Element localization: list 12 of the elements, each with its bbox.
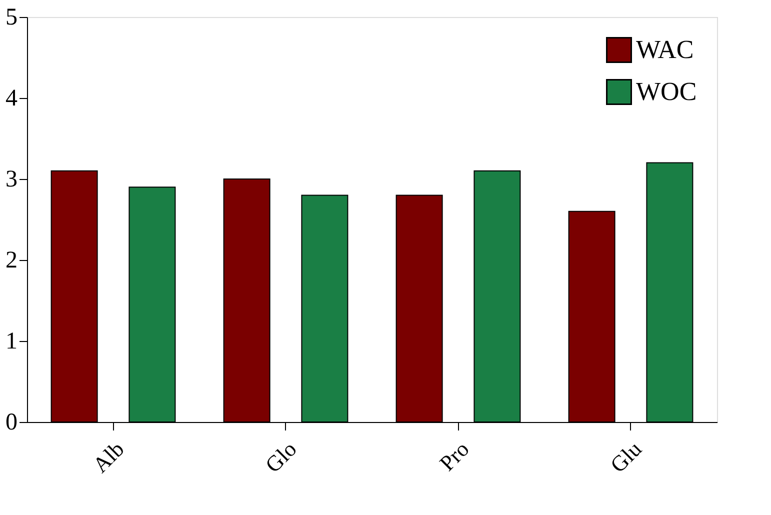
y-tick-label: 0 [6,410,18,436]
legend-label: WOC [636,77,697,106]
y-tick-label: 2 [6,248,18,274]
y-tick-label: 5 [6,4,18,30]
y-tick-label: 1 [6,328,18,354]
x-tick-label: Alb [88,436,129,478]
y-tick-label: 4 [6,86,18,112]
x-tick-label: Glo [260,436,302,478]
x-tick-label: Pro [434,436,474,476]
legend-label: WAC [636,35,694,64]
x-tick-label: Glu [605,436,646,478]
y-tick-label: 3 [6,166,18,192]
